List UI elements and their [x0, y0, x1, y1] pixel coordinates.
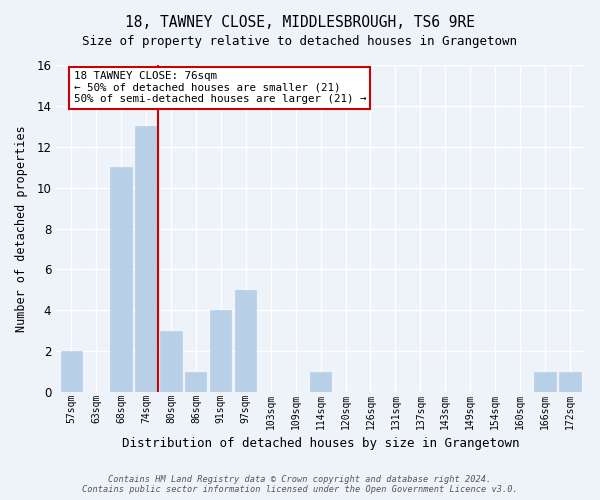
Y-axis label: Number of detached properties: Number of detached properties [15, 125, 28, 332]
Text: 18, TAWNEY CLOSE, MIDDLESBROUGH, TS6 9RE: 18, TAWNEY CLOSE, MIDDLESBROUGH, TS6 9RE [125, 15, 475, 30]
Text: Size of property relative to detached houses in Grangetown: Size of property relative to detached ho… [83, 35, 517, 48]
Bar [61, 351, 82, 392]
Text: 18 TAWNEY CLOSE: 76sqm
← 50% of detached houses are smaller (21)
50% of semi-det: 18 TAWNEY CLOSE: 76sqm ← 50% of detached… [74, 71, 366, 104]
Bar [310, 372, 331, 392]
Bar [210, 310, 232, 392]
Bar [559, 372, 581, 392]
Bar [535, 372, 556, 392]
Bar [110, 167, 131, 392]
Bar [160, 330, 182, 392]
Text: Contains HM Land Registry data © Crown copyright and database right 2024.
Contai: Contains HM Land Registry data © Crown c… [82, 475, 518, 494]
Bar [136, 126, 157, 392]
Bar [235, 290, 256, 392]
X-axis label: Distribution of detached houses by size in Grangetown: Distribution of detached houses by size … [122, 437, 520, 450]
Bar [185, 372, 206, 392]
